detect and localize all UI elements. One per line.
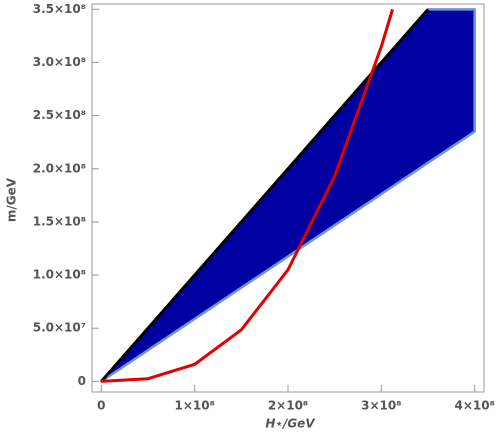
x-tick-label: 2×10⁸	[268, 399, 308, 413]
y-tick-label: 5.0×10⁷	[33, 321, 86, 335]
y-tick-label: 3.5×10⁸	[33, 2, 86, 16]
y-tick-label: 2.5×10⁸	[33, 108, 86, 122]
y-tick-label: 0	[78, 374, 86, 388]
curve	[101, 8, 394, 383]
region	[100, 8, 476, 383]
x-tick-label: 3×10⁸	[361, 399, 401, 413]
y-tick-label: 1.5×10⁸	[33, 214, 86, 228]
y-tick-label: 1.0×10⁸	[33, 268, 86, 282]
x-tick-label: 0	[97, 399, 105, 413]
x-tick-label: 4×10⁸	[454, 399, 494, 413]
x-tick-label: 1×10⁸	[174, 399, 214, 413]
x-axis-label: H⋆/GeV	[265, 417, 316, 431]
y-tick-label: 3.0×10⁸	[33, 55, 86, 69]
y-tick-label: 2.0×10⁸	[33, 161, 86, 175]
y-axis-label: m/GeV	[5, 177, 19, 222]
